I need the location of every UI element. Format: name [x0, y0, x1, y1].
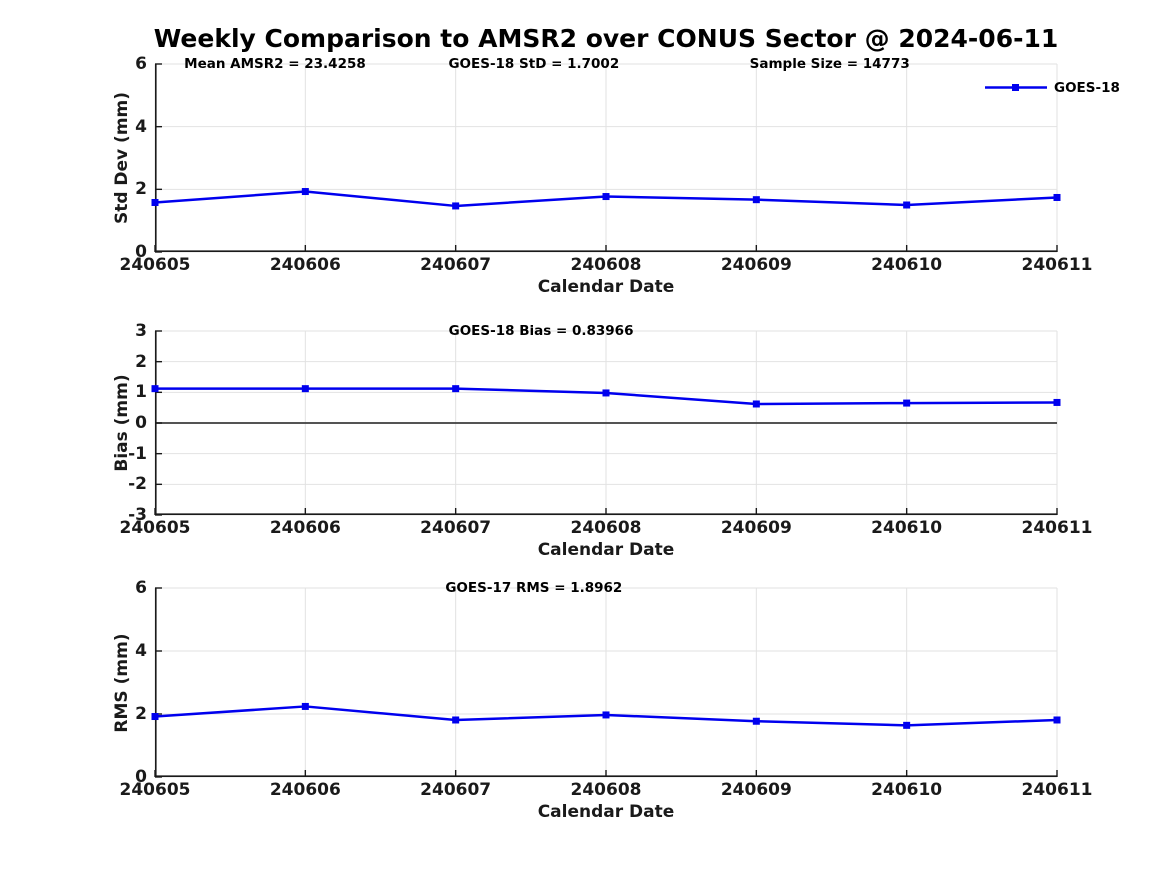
data-point-marker	[752, 717, 760, 725]
x-tick-label: 240611	[1021, 518, 1093, 538]
x-axis-title: Calendar Date	[537, 802, 675, 822]
y-tick-label: 4	[135, 116, 147, 137]
data-point-marker	[1053, 398, 1061, 406]
x-tick-label: 240607	[420, 255, 492, 275]
annotation-text: GOES-17 RMS = 1.8962	[445, 580, 623, 596]
data-point-marker	[301, 702, 309, 710]
y-axis-title: RMS (mm)	[112, 632, 132, 733]
data-point-marker	[903, 201, 911, 209]
y-tick-label: 3	[135, 321, 147, 341]
y-tick-label: 2	[135, 179, 147, 200]
annotation-text: GOES-18 StD = 1.7002	[448, 56, 620, 72]
data-point-marker	[602, 193, 610, 201]
legend-label: GOES-18	[1054, 79, 1120, 96]
bias-subplot: 240605 240606 240607 240608 240609 240610 2406…	[112, 321, 1092, 560]
data-point-marker	[151, 713, 159, 721]
data-point-marker	[452, 202, 460, 210]
x-tick-label: 240607	[420, 780, 492, 800]
x-tick-label: 240609	[720, 255, 792, 275]
rms-plot-canvas	[151, 587, 1061, 778]
x-tick-label: 240610	[871, 518, 943, 538]
data-point-marker	[151, 385, 159, 393]
y-axis-title: Std Dev (mm)	[112, 91, 132, 225]
y-axis-title: Bias (mm)	[112, 374, 132, 472]
x-axis-title: Calendar Date	[537, 277, 675, 297]
x-tick-label: 240605	[119, 780, 191, 800]
y-tick-label: 6	[135, 54, 147, 74]
y-tick-label: 1	[135, 382, 147, 403]
y-tick-label: 4	[135, 641, 147, 661]
data-point-marker	[602, 389, 610, 397]
x-tick-label: 240611	[1021, 780, 1093, 800]
x-tick-label: 240605	[119, 518, 191, 538]
std-dev-plot-canvas	[151, 63, 1061, 253]
figure-title: Weekly Comparison to AMSR2 over CONUS Se…	[153, 24, 1059, 53]
x-tick-label: 240607	[420, 518, 492, 538]
std-dev-subplot: 240605 240606 240607 240608 240609 240610 2406…	[112, 54, 1092, 297]
x-tick-label: 240606	[269, 255, 341, 275]
x-tick-label: 240611	[1021, 255, 1093, 275]
y-tick-label: -1	[128, 443, 147, 464]
y-tick-label: -3	[128, 505, 147, 525]
data-point-marker	[301, 188, 309, 196]
data-point-marker	[602, 711, 610, 719]
legend: GOES-18	[984, 79, 1120, 96]
data-point-marker	[1053, 193, 1061, 201]
x-tick-label: 240606	[269, 780, 341, 800]
y-tick-label: 0	[135, 242, 147, 262]
data-point-marker	[452, 385, 460, 393]
legend-line-sample	[985, 84, 1047, 91]
data-point-marker	[903, 399, 911, 407]
x-tick-label: 240608	[570, 255, 642, 275]
bias-plot-canvas	[151, 330, 1061, 516]
y-tick-label: 6	[135, 578, 147, 598]
y-tick-label: -2	[128, 474, 147, 495]
x-axis-title: Calendar Date	[537, 540, 675, 560]
annotation-text: Mean AMSR2 = 23.4258	[184, 56, 366, 72]
y-tick-label: 2	[135, 704, 147, 724]
data-point-marker	[752, 400, 760, 408]
legend-square-marker	[1012, 84, 1019, 91]
annotation-text: GOES-18 Bias = 0.83966	[448, 323, 634, 339]
data-point-marker	[1053, 716, 1061, 724]
x-tick-label: 240610	[871, 255, 943, 275]
annotation-text: Sample Size = 14773	[749, 56, 910, 72]
x-tick-label: 240605	[119, 255, 191, 275]
x-tick-label: 240610	[871, 780, 943, 800]
x-tick-label: 240608	[570, 518, 642, 538]
y-tick-label: 2	[135, 351, 147, 372]
y-tick-label: 0	[135, 767, 147, 787]
data-point-marker	[301, 385, 309, 393]
x-tick-label: 240609	[720, 518, 792, 538]
y-tick-label: 0	[135, 413, 147, 433]
data-point-marker	[452, 716, 460, 724]
rms-subplot: 240605 240606 240607 240608 240609 240610 2406…	[112, 578, 1092, 822]
data-point-marker	[903, 721, 911, 729]
x-tick-label: 240608	[570, 780, 642, 800]
data-point-marker	[752, 196, 760, 204]
x-tick-label: 240606	[269, 518, 341, 538]
data-point-marker	[151, 198, 159, 206]
x-tick-label: 240609	[720, 780, 792, 800]
